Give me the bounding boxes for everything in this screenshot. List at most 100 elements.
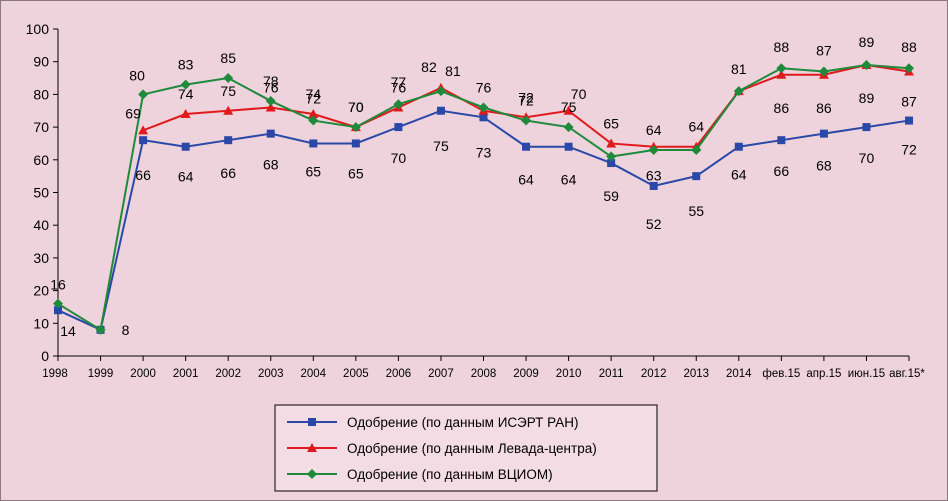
data-label: 65 — [306, 163, 322, 179]
data-label: 14 — [60, 323, 76, 339]
x-tick-label: 2001 — [173, 368, 199, 380]
data-label: 52 — [646, 216, 662, 232]
x-tick-label: 2010 — [556, 368, 582, 380]
data-label: 80 — [129, 67, 145, 83]
data-point — [138, 125, 149, 135]
y-tick-label: 30 — [33, 250, 49, 266]
x-tick-label: 2003 — [258, 368, 284, 380]
data-label: 78 — [263, 73, 279, 89]
data-label: 64 — [518, 172, 534, 188]
legend-box — [274, 404, 658, 492]
series-layer — [53, 59, 914, 335]
y-tick-label: 50 — [33, 185, 49, 201]
data-point — [733, 86, 744, 97]
data-label: 81 — [445, 63, 461, 79]
data-point — [905, 116, 913, 125]
data-label: 66 — [135, 167, 151, 183]
data-label: 64 — [646, 122, 662, 138]
data-point — [223, 105, 234, 115]
data-point — [648, 144, 659, 155]
data-label: 70 — [348, 99, 364, 115]
series-2 — [53, 59, 914, 335]
legend-swatch-marker — [307, 469, 317, 479]
data-point — [435, 86, 446, 97]
data-point — [436, 106, 445, 115]
data-label: 72 — [518, 93, 534, 109]
data-point — [734, 142, 743, 151]
data-point — [691, 144, 702, 155]
data-point — [393, 99, 404, 110]
data-label: 87 — [901, 94, 917, 110]
legend-item: Одобрение (по данным ИСЭРТ РАН) — [287, 415, 578, 430]
data-point — [265, 102, 276, 112]
x-tick-label: 2006 — [386, 368, 412, 380]
data-point — [180, 79, 191, 90]
x-tick-label: 2000 — [130, 368, 156, 380]
data-label: 65 — [603, 115, 619, 131]
x-tick-label: 2012 — [641, 368, 667, 380]
x-tick-label: 2014 — [726, 368, 752, 380]
y-axis: 0 10 20 30 40 50 60 70 80 90 100 — [26, 21, 59, 364]
data-label: 63 — [646, 168, 662, 184]
data-point — [138, 89, 149, 100]
data-point — [607, 159, 616, 168]
data-label: 77 — [391, 74, 407, 90]
data-point — [54, 306, 62, 315]
legend-label: Одобрение (по данным ВЦИОМ) — [347, 467, 553, 482]
legend-swatch-marker — [307, 443, 317, 452]
data-point — [53, 298, 63, 309]
data-label: 70 — [859, 150, 875, 166]
data-point — [904, 63, 914, 74]
data-label: 88 — [901, 39, 917, 55]
data-point — [180, 109, 191, 119]
data-label: 64 — [731, 167, 747, 183]
data-point — [563, 105, 574, 115]
data-label: 82 — [421, 59, 437, 75]
x-tick-label: 2009 — [513, 368, 539, 380]
data-label: 74 — [306, 86, 322, 102]
data-label: 86 — [816, 100, 832, 116]
data-point — [564, 142, 573, 151]
data-label: 8 — [122, 322, 130, 338]
data-point — [350, 122, 361, 133]
data-label: 66 — [220, 165, 236, 181]
y-tick-label: 100 — [26, 21, 50, 37]
data-point — [266, 129, 275, 138]
data-point — [478, 102, 489, 113]
data-label: 76 — [476, 79, 492, 95]
data-point — [862, 123, 871, 132]
data-point — [818, 66, 829, 77]
data-point — [776, 69, 787, 79]
data-label: 70 — [571, 86, 587, 102]
data-label: 87 — [816, 43, 832, 59]
y-tick-label: 80 — [33, 86, 49, 102]
legend-item: Одобрение (по данным ВЦИОМ) — [287, 467, 553, 482]
data-point — [521, 115, 532, 126]
data-label: 59 — [603, 188, 619, 204]
y-tick-label: 10 — [33, 315, 49, 331]
legend-label: Одобрение (по данным ИСЭРТ РАН) — [347, 415, 578, 430]
x-tick-label: 1998 — [42, 368, 68, 380]
data-label: 68 — [263, 157, 279, 173]
data-point — [692, 172, 701, 181]
data-point — [139, 136, 148, 145]
y-tick-label: 90 — [33, 54, 49, 70]
data-label: 81 — [731, 61, 747, 77]
data-point — [649, 181, 658, 190]
x-tick-label: апр.15 — [806, 368, 841, 380]
data-label: 64 — [688, 119, 704, 135]
data-point — [181, 142, 190, 151]
x-axis: 1998 1999 2000 2001 2002 2003 2004 2005 2006 2007… — [42, 355, 925, 380]
series-0 — [54, 106, 913, 334]
x-tick-label: 2013 — [683, 368, 709, 380]
x-tick-label: 1999 — [88, 368, 114, 380]
x-tick-label: 2002 — [215, 368, 241, 380]
data-point — [223, 73, 234, 84]
data-label: 68 — [816, 158, 832, 174]
x-tick-label: авг.15* — [889, 368, 925, 380]
data-label: 73 — [476, 144, 492, 160]
data-point — [606, 138, 617, 148]
x-tick-label: 2011 — [599, 368, 624, 380]
